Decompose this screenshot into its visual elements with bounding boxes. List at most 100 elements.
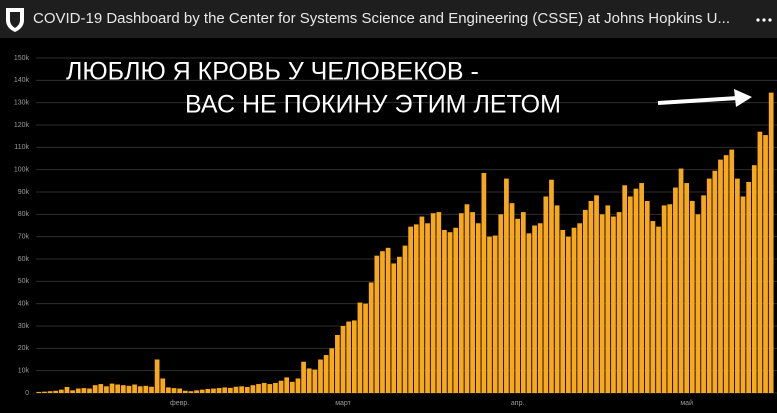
bar — [492, 235, 498, 393]
y-tick-label: 10k — [18, 368, 30, 375]
bar — [582, 209, 588, 393]
bar — [577, 223, 583, 393]
bar — [149, 386, 154, 393]
bar — [284, 377, 290, 393]
bar — [425, 223, 430, 393]
bar — [678, 168, 684, 393]
bar — [504, 178, 509, 393]
bar — [318, 359, 323, 393]
bar — [397, 256, 402, 393]
bar — [475, 223, 481, 393]
bar — [64, 386, 70, 393]
bar — [346, 321, 352, 393]
bar — [554, 205, 560, 393]
bar — [408, 226, 413, 393]
bar — [47, 391, 53, 393]
bar — [661, 205, 667, 393]
bar — [740, 196, 746, 393]
bar — [194, 390, 199, 393]
bar — [171, 388, 177, 393]
bar — [566, 236, 571, 393]
bar — [188, 391, 194, 393]
x-tick-label: апр. — [511, 400, 525, 407]
bar — [746, 181, 752, 393]
bar — [656, 226, 661, 393]
bar — [532, 225, 537, 393]
bar — [768, 92, 774, 393]
bar — [244, 386, 250, 393]
bar — [137, 386, 143, 393]
bar — [205, 388, 211, 393]
bar — [36, 391, 42, 393]
bar — [58, 389, 64, 393]
bar — [718, 159, 723, 393]
y-tick-label: 0 — [25, 390, 29, 397]
bar — [633, 188, 639, 393]
bar — [211, 388, 216, 393]
bar — [644, 200, 650, 393]
bar — [509, 203, 515, 393]
bar — [233, 386, 239, 393]
annotation: ЛЮБЛЮ Я КРОВЬ У ЧЕЛОВЕКОВ - — [66, 58, 479, 86]
bar — [442, 229, 447, 393]
bar — [639, 183, 644, 393]
menu-icon[interactable] — [756, 18, 772, 22]
bar — [464, 204, 470, 393]
bar — [402, 245, 408, 393]
header-title: COVID-19 Dashboard by the Center for Sys… — [33, 10, 730, 27]
x-tick-label: февр. — [170, 400, 189, 407]
bar — [368, 282, 374, 393]
bar — [92, 385, 98, 393]
bar — [273, 382, 278, 393]
bar — [216, 388, 222, 393]
bar — [374, 255, 380, 393]
bar — [177, 388, 183, 393]
y-tick-label: 130k — [14, 100, 30, 107]
bar — [154, 359, 160, 393]
bar — [571, 227, 577, 393]
bar — [447, 232, 453, 393]
plot: 0 10k 20k 30k 40k 50k 60k 70k 80k 90k 100k 110k 120k… — [14, 55, 777, 407]
bar — [684, 183, 690, 393]
bar — [419, 216, 425, 393]
annotation: ВАС НЕ ПОКИНУ ЭТИМ ЛЕТОМ — [185, 91, 561, 119]
bar — [543, 196, 549, 393]
bar — [385, 247, 391, 393]
bar — [453, 227, 459, 393]
bar — [87, 388, 92, 393]
bar — [109, 383, 115, 393]
bar — [250, 385, 256, 393]
bar — [182, 390, 188, 393]
bar — [340, 326, 346, 393]
bar — [278, 380, 284, 393]
bar — [436, 212, 442, 393]
bar — [729, 149, 735, 393]
bar — [481, 173, 487, 393]
bar — [104, 386, 109, 393]
y-tick-label: 50k — [18, 278, 30, 285]
bar — [667, 204, 673, 393]
bar — [199, 389, 205, 393]
bar — [160, 378, 166, 393]
bar — [115, 384, 121, 393]
bar — [757, 131, 763, 393]
bar — [763, 135, 768, 394]
bar — [53, 390, 59, 393]
header-bar — [0, 0, 777, 38]
bar — [126, 385, 132, 393]
y-tick-label: 90k — [18, 189, 30, 196]
bar — [295, 378, 301, 393]
bar — [526, 233, 532, 393]
bar — [70, 390, 75, 393]
y-tick-label: 150k — [14, 55, 30, 62]
bar — [267, 384, 273, 393]
bar — [560, 229, 566, 393]
bar — [312, 369, 318, 393]
bar — [622, 185, 628, 393]
bar — [695, 214, 701, 393]
bar — [120, 385, 126, 393]
bar — [323, 355, 329, 393]
bar — [751, 165, 757, 393]
bar — [599, 214, 605, 393]
bar — [588, 200, 594, 393]
